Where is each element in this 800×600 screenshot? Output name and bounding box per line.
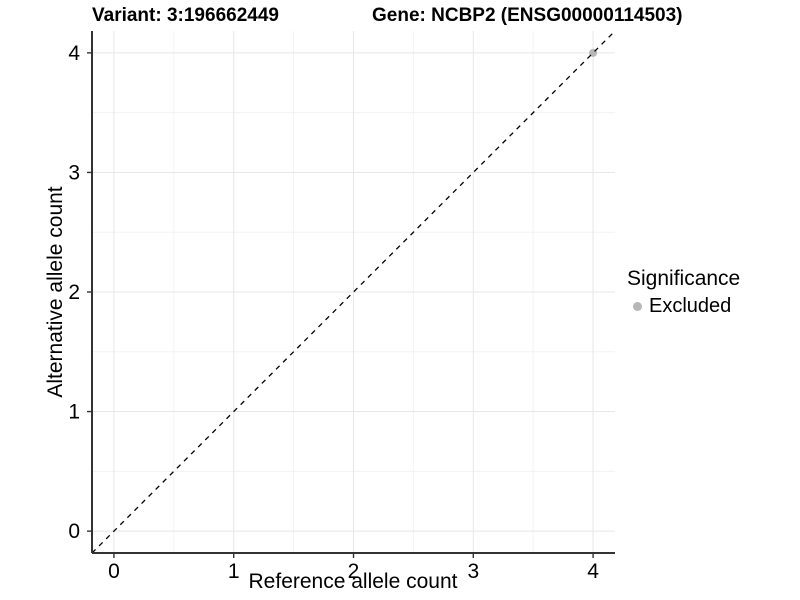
x-tick-label: 4 <box>587 560 599 583</box>
x-tick-label: 2 <box>348 560 360 583</box>
plot-title-gene: Gene: NCBP2 (ENSG00000114503) <box>372 5 683 26</box>
legend: Significance Excluded <box>627 267 740 318</box>
identity-reference-line <box>91 30 616 554</box>
x-axis-title: Reference allele count <box>248 570 458 593</box>
legend-title: Significance <box>627 267 741 290</box>
y-tick-label: 0 <box>68 520 80 543</box>
x-tick-label: 0 <box>108 560 120 583</box>
x-tick-label: 1 <box>228 560 240 583</box>
y-tick-label: 1 <box>68 401 80 424</box>
legend-entry-excluded: Excluded <box>627 295 740 318</box>
y-tick-label: 2 <box>68 281 80 304</box>
legend-entry-label: Excluded <box>649 295 732 317</box>
x-tick-label: 3 <box>467 560 479 583</box>
plot-title-variant: Variant: 3:196662449 <box>92 5 279 26</box>
legend-point-icon <box>633 302 642 311</box>
y-axis-title: Alternative allele count <box>44 186 67 398</box>
y-tick-label: 4 <box>68 42 80 65</box>
y-tick-label: 3 <box>68 161 80 184</box>
